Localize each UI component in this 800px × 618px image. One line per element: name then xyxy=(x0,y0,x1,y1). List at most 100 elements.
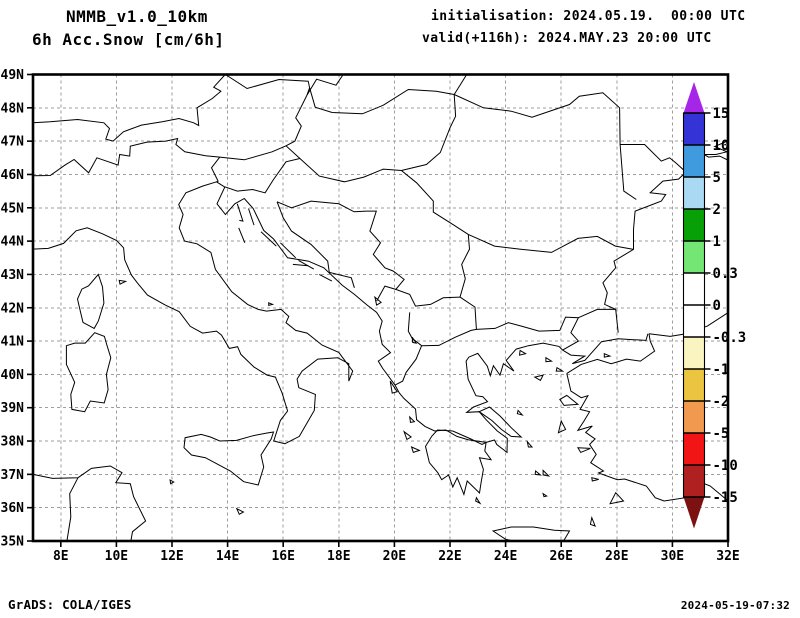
lon-label-24E: 24E xyxy=(494,549,517,564)
map-path-border-croatia-bosnia-north xyxy=(276,200,367,213)
map-path-border-montenegro-albania xyxy=(376,285,396,302)
colorbar-segment-3 xyxy=(683,209,705,241)
map-path-corfu xyxy=(389,380,398,394)
map-path-marmara-island xyxy=(603,352,612,358)
lat-label-40N: 40N xyxy=(1,368,25,383)
colorbar-segment-5 xyxy=(683,273,705,305)
map-path-croatian-island-5 xyxy=(280,242,297,259)
map-path-attica-aegean-coast xyxy=(465,342,563,454)
colorbar-label--10: -10 xyxy=(713,458,738,474)
colorbar-label-10: 10 xyxy=(713,138,730,154)
map-path-border-austria-hungary xyxy=(285,95,308,147)
lon-label-8E: 8E xyxy=(53,549,69,564)
map-path-border-romania-ukraine-moldova xyxy=(453,92,637,200)
map-path-marmara-south-coast xyxy=(566,333,656,374)
lon-label-14E: 14E xyxy=(216,549,239,564)
map-path-border-swiss-german xyxy=(33,74,226,142)
map-path-croatian-island-6 xyxy=(298,259,315,270)
map-path-paros xyxy=(534,470,543,476)
map-path-croatian-island-8 xyxy=(319,273,333,282)
map-path-algeria-tunisia-border xyxy=(66,477,79,541)
map-path-istria-dalmatia-albania-coast xyxy=(216,181,396,386)
lon-label-30E: 30E xyxy=(661,549,684,564)
map-path-border-macedonia-bulgaria xyxy=(459,296,477,330)
lat-label-47N: 47N xyxy=(1,135,25,150)
lon-label-28E: 28E xyxy=(605,549,628,564)
map-path-malta xyxy=(235,507,245,516)
colorbar-segment-11 xyxy=(683,465,705,497)
map-path-croatian-island-3 xyxy=(238,227,246,243)
colorbar-segment-0 xyxy=(683,113,705,145)
map-path-border-serbia-romania xyxy=(401,170,469,235)
lat-label-42N: 42N xyxy=(1,301,25,316)
map-path-border-greece-north xyxy=(421,316,580,351)
map-path-chios xyxy=(557,419,567,434)
colorbar-label-1: 1 xyxy=(713,234,721,250)
map-path-lesbos xyxy=(559,394,580,406)
colorbar-segment-8 xyxy=(683,369,705,401)
lat-label-46N: 46N xyxy=(1,168,25,183)
map-path-border-ukraine-north xyxy=(453,74,468,95)
map-path-samos xyxy=(576,447,591,454)
map-path-border-italy-slovenia xyxy=(210,156,221,183)
colorbar-label--5: -5 xyxy=(713,426,730,442)
map-path-border-slovenia-croatia xyxy=(224,158,301,194)
map-path-italy-coast xyxy=(33,181,354,445)
map-path-kythira xyxy=(475,496,482,505)
product-title: 6h Acc.Snow [cm/6h] xyxy=(32,30,225,49)
map-path-lemnos xyxy=(533,374,545,382)
map-path-zakynthos xyxy=(410,446,421,454)
map-path-thrace-marmara-north-coast xyxy=(562,333,649,365)
colorbar-label-15: 15 xyxy=(713,106,730,122)
lon-label-10E: 10E xyxy=(105,549,128,564)
model-title: NMMB_v1.0_10km xyxy=(66,7,208,26)
map-path-croatian-island-2 xyxy=(248,208,255,226)
map-path-kefalonia xyxy=(403,430,413,441)
map-path-border-danube-ro-bg xyxy=(468,233,634,253)
map-path-croatian-island-1 xyxy=(236,203,244,222)
map-path-border-bulgaria-turkey xyxy=(578,308,616,319)
colorbar-segment-6 xyxy=(683,305,705,337)
init-time-label: initialisation: 2024.05.19. 00:00 UTC xyxy=(431,9,746,24)
colorbar-label-0: 0 xyxy=(713,298,721,314)
map-path-blacksea-west-coast xyxy=(602,140,728,333)
lon-label-32E: 32E xyxy=(716,549,739,564)
lat-label-45N: 45N xyxy=(1,201,25,216)
colorbar-label-0.3: 0.3 xyxy=(713,266,738,282)
map-path-andros xyxy=(526,439,534,448)
map-path-border-czech-austria-slovakia xyxy=(225,74,344,96)
colorbar-arrow-bottom xyxy=(683,497,705,529)
map-path-tremiti xyxy=(268,302,275,307)
map-path-sicily xyxy=(183,431,275,486)
colorbar-segment-9 xyxy=(683,401,705,433)
grid-lines xyxy=(33,74,728,541)
colorbar-segment-2 xyxy=(683,177,705,209)
lon-label-18E: 18E xyxy=(327,549,350,564)
lat-label-44N: 44N xyxy=(1,235,25,250)
colorbar-label-2: 2 xyxy=(713,202,721,218)
map-path-border-serbia-bulgaria xyxy=(459,234,471,298)
map-path-border-serbia-west xyxy=(366,210,461,307)
map-path-sardinia xyxy=(65,332,112,413)
map-path-kos xyxy=(591,477,599,482)
map-path-euboea xyxy=(478,406,523,438)
lat-label-39N: 39N xyxy=(1,401,25,416)
map-path-crete xyxy=(491,526,571,541)
colorbar: 15 10 5 2 1 0.3 0 -0.3 -1 -2 -5 -10 -15 xyxy=(682,82,746,529)
map-path-croatian-island-7 xyxy=(292,263,309,267)
map-path-peloponnese xyxy=(424,429,493,497)
lon-label-22E: 22E xyxy=(438,549,461,564)
map-path-imbros xyxy=(555,366,565,372)
map-path-border-alps-south xyxy=(33,137,301,177)
map-path-border-moldova-ukraine-south xyxy=(620,144,686,172)
map-path-border-albania-macedonia xyxy=(407,312,422,347)
lat-label-37N: 37N xyxy=(1,468,25,483)
map-path-border-albania-greece xyxy=(394,345,423,386)
map-path-border-slovakia-hungary xyxy=(309,87,455,115)
map-path-thasos xyxy=(518,349,527,356)
map-path-corsica xyxy=(76,273,105,330)
map-path-border-croatia-bosnia-west xyxy=(276,201,355,288)
map-path-naxos xyxy=(542,469,551,477)
